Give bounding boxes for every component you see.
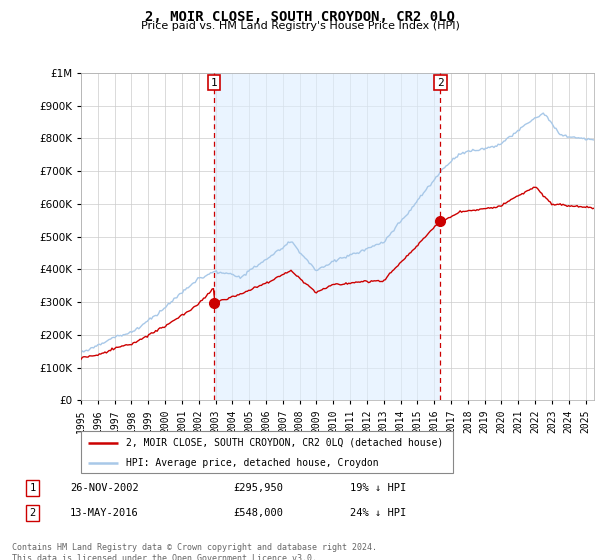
Text: £548,000: £548,000: [233, 508, 283, 518]
Text: 2, MOIR CLOSE, SOUTH CROYDON, CR2 0LQ (detached house): 2, MOIR CLOSE, SOUTH CROYDON, CR2 0LQ (d…: [125, 438, 443, 448]
Text: 26-NOV-2002: 26-NOV-2002: [70, 483, 139, 493]
Text: 19% ↓ HPI: 19% ↓ HPI: [350, 483, 406, 493]
Text: HPI: Average price, detached house, Croydon: HPI: Average price, detached house, Croy…: [125, 458, 378, 468]
Text: 13-MAY-2016: 13-MAY-2016: [70, 508, 139, 518]
Text: 1: 1: [211, 78, 217, 87]
Text: £295,950: £295,950: [233, 483, 283, 493]
Text: 2, MOIR CLOSE, SOUTH CROYDON, CR2 0LQ: 2, MOIR CLOSE, SOUTH CROYDON, CR2 0LQ: [145, 10, 455, 24]
Text: 2: 2: [437, 78, 444, 87]
Text: 2: 2: [29, 508, 35, 518]
Text: 24% ↓ HPI: 24% ↓ HPI: [350, 508, 406, 518]
Text: Contains HM Land Registry data © Crown copyright and database right 2024.
This d: Contains HM Land Registry data © Crown c…: [12, 543, 377, 560]
Bar: [214, 73, 440, 400]
FancyBboxPatch shape: [81, 431, 453, 473]
Text: Price paid vs. HM Land Registry's House Price Index (HPI): Price paid vs. HM Land Registry's House …: [140, 21, 460, 31]
Text: 1: 1: [29, 483, 35, 493]
